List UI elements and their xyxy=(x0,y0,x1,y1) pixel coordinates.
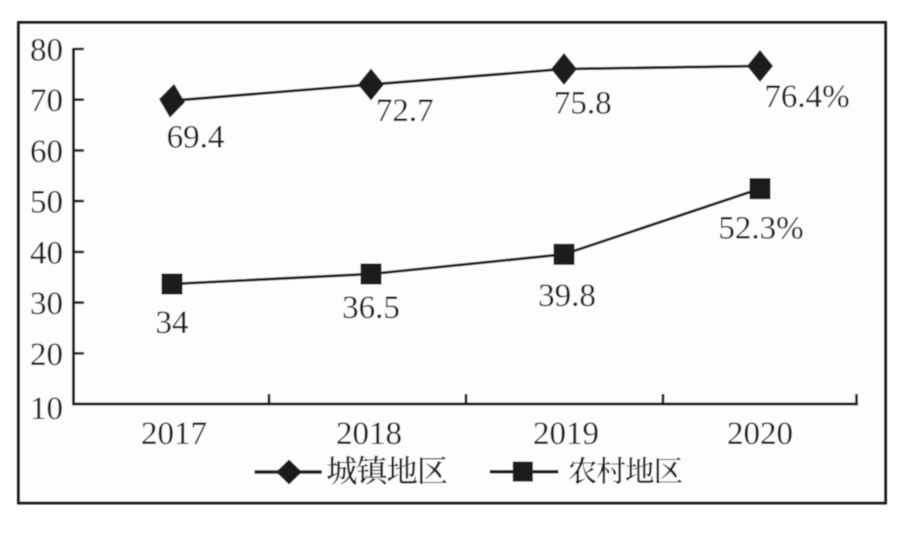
svg-text:76.4%: 76.4% xyxy=(764,79,849,115)
svg-text:60: 60 xyxy=(30,134,63,170)
svg-text:2018: 2018 xyxy=(336,416,402,452)
svg-text:34: 34 xyxy=(156,305,189,341)
svg-text:2020: 2020 xyxy=(727,416,793,452)
svg-text:80: 80 xyxy=(30,33,63,69)
svg-text:2017: 2017 xyxy=(141,416,207,452)
svg-text:39.8: 39.8 xyxy=(538,278,596,314)
svg-text:10: 10 xyxy=(30,391,63,427)
svg-text:75.8: 75.8 xyxy=(554,86,612,122)
svg-text:50: 50 xyxy=(30,185,63,221)
svg-text:70: 70 xyxy=(30,83,63,119)
svg-text:72.7: 72.7 xyxy=(376,93,434,129)
svg-text:52.3%: 52.3% xyxy=(718,211,803,247)
svg-text:36.5: 36.5 xyxy=(342,290,400,326)
svg-text:40: 40 xyxy=(30,235,63,271)
svg-text:2019: 2019 xyxy=(533,416,599,452)
svg-text:30: 30 xyxy=(30,286,63,322)
svg-text:20: 20 xyxy=(30,337,63,373)
svg-text:69.4: 69.4 xyxy=(167,120,225,156)
